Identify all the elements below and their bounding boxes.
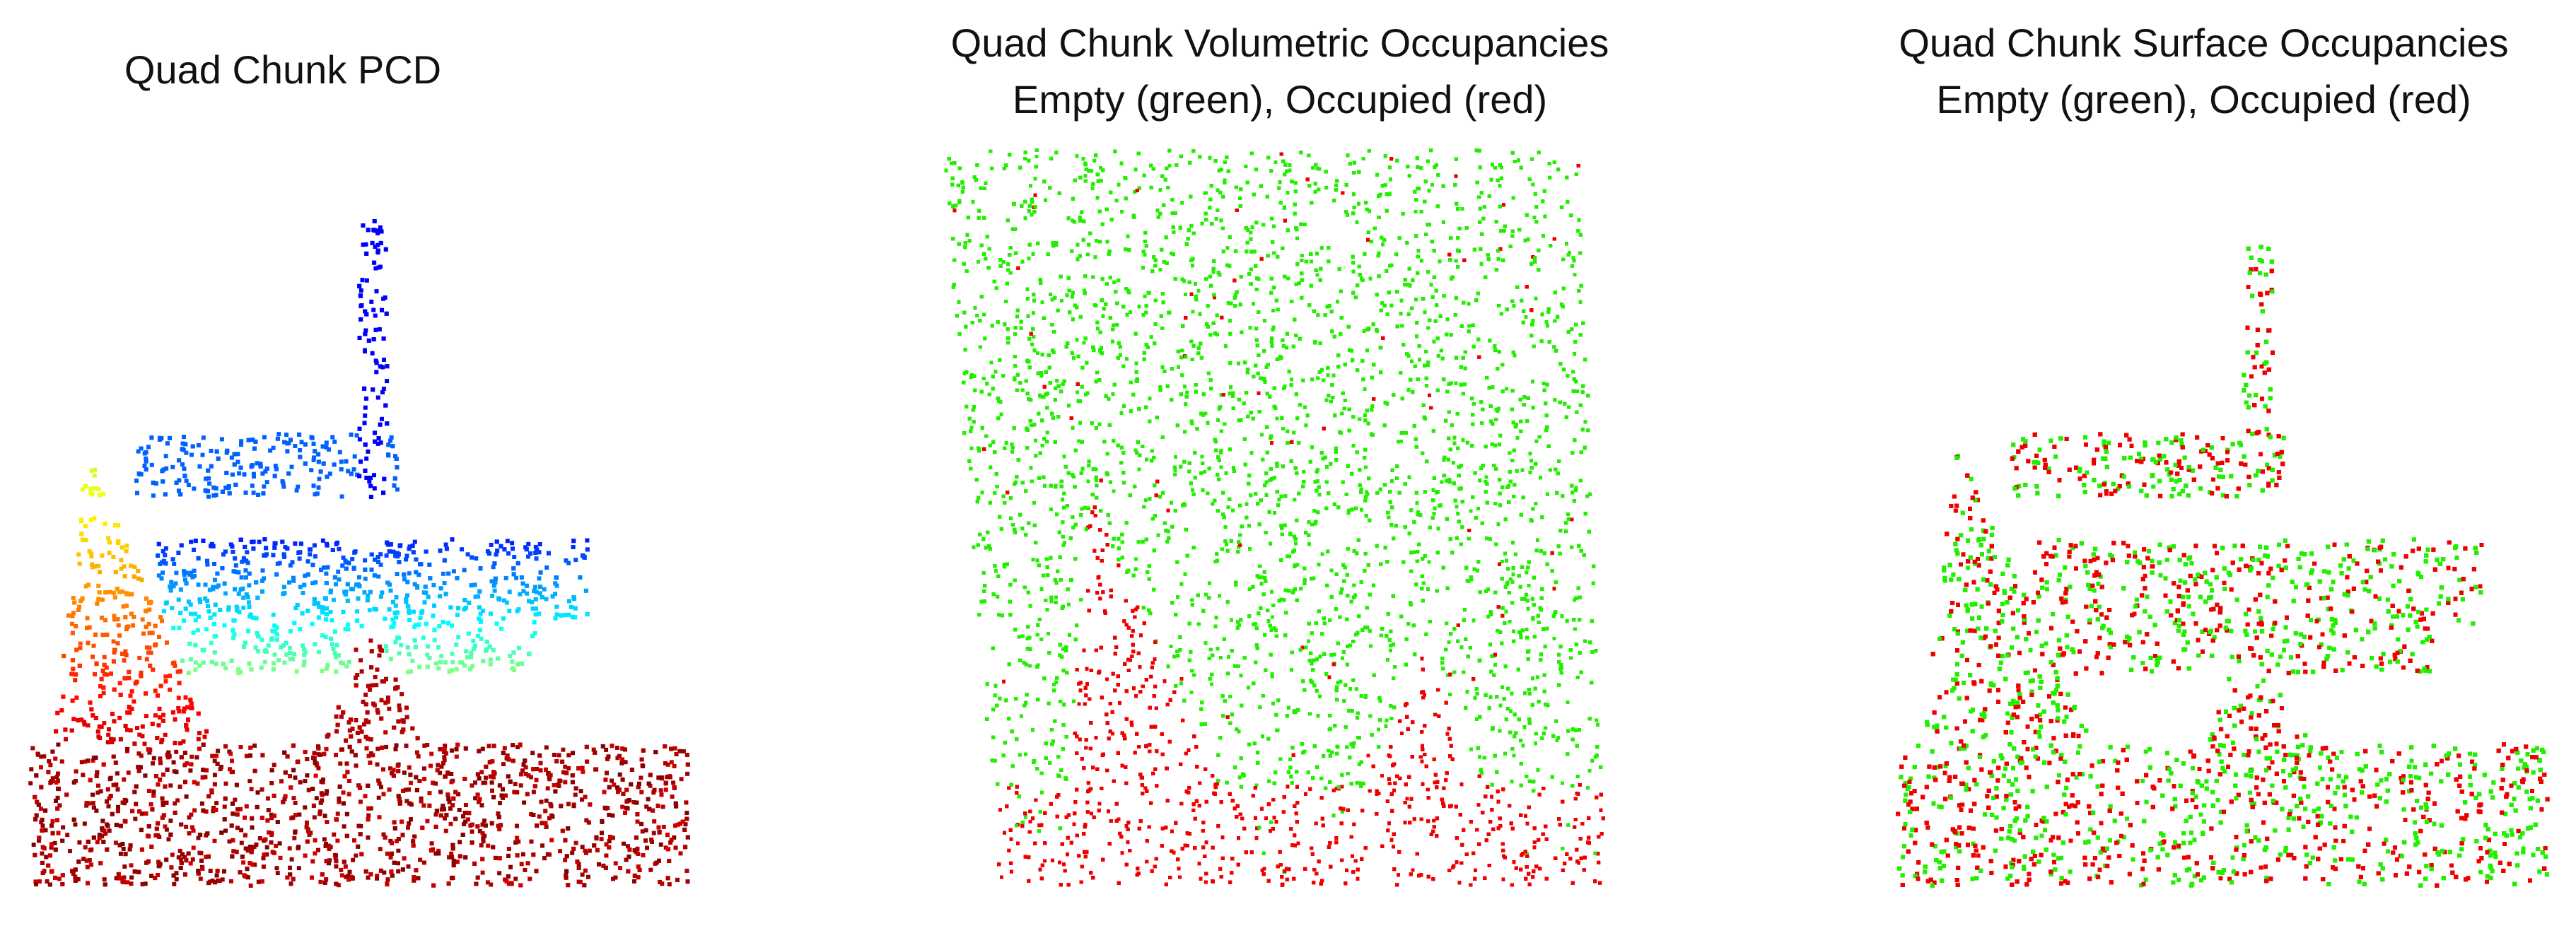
panel-surface-occupancies: Quad Chunk Surface Occupancies Empty (gr… bbox=[1831, 0, 2576, 933]
panel-title: Quad Chunk Surface Occupancies bbox=[1831, 14, 2576, 72]
panel-title: Quad Chunk PCD bbox=[0, 41, 566, 99]
panel-subtitle: Empty (green), Occupied (red) bbox=[1831, 71, 2576, 129]
panel-subtitle: Empty (green), Occupied (red) bbox=[870, 71, 1690, 129]
panel-title: Quad Chunk Volumetric Occupancies bbox=[870, 14, 1690, 72]
point-cloud-pcd bbox=[28, 219, 690, 888]
panel-quad-chunk-pcd: Quad Chunk PCD bbox=[0, 0, 707, 933]
point-cloud-surface bbox=[1896, 245, 2550, 888]
point-cloud-volumetric bbox=[944, 148, 1605, 887]
panel-volumetric-occupancies: Quad Chunk Volumetric Occupancies Empty … bbox=[870, 0, 1690, 933]
